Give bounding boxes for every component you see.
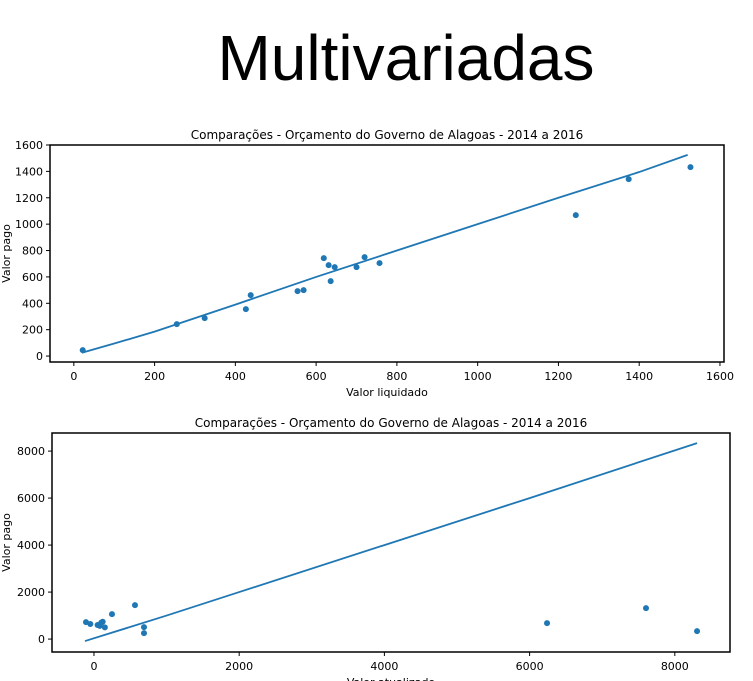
fit-line bbox=[81, 154, 688, 354]
x-tick-label: 400 bbox=[225, 370, 246, 383]
y-tick-label: 600 bbox=[22, 271, 43, 284]
x-tick-label: 1000 bbox=[464, 370, 492, 383]
x-tick-label: 0 bbox=[90, 660, 97, 673]
y-tick-label: 8000 bbox=[17, 445, 45, 458]
point bbox=[173, 321, 180, 328]
chart-title: Comparações - Orçamento do Governo de Al… bbox=[195, 416, 587, 430]
y-tick-label: 1600 bbox=[15, 139, 43, 152]
x-tick-label: 6000 bbox=[516, 660, 544, 673]
y-tick-label: 200 bbox=[22, 324, 43, 337]
plot-frame bbox=[49, 144, 725, 363]
point bbox=[108, 611, 115, 618]
point bbox=[331, 264, 338, 271]
point bbox=[325, 262, 332, 269]
y-tick-label: 1400 bbox=[15, 165, 43, 178]
plot-frame bbox=[51, 432, 731, 653]
y-tick-label: 6000 bbox=[17, 492, 45, 505]
y-axis-label: Valor pago bbox=[0, 513, 13, 572]
point bbox=[544, 620, 551, 627]
point bbox=[361, 254, 368, 261]
point bbox=[572, 212, 579, 219]
y-tick-label: 400 bbox=[22, 297, 43, 310]
x-tick-label: 600 bbox=[306, 370, 327, 383]
point bbox=[642, 605, 649, 612]
point bbox=[247, 292, 254, 299]
x-tick-label: 1600 bbox=[706, 370, 734, 383]
x-tick-label: 2000 bbox=[225, 660, 253, 673]
point bbox=[353, 264, 360, 271]
page-title: Multivariadas bbox=[217, 22, 594, 94]
y-axis-label: Valor pago bbox=[0, 224, 13, 283]
y-tick-label: 800 bbox=[22, 245, 43, 258]
point bbox=[625, 176, 632, 183]
x-tick-label: 8000 bbox=[661, 660, 689, 673]
y-tick-label: 4000 bbox=[17, 539, 45, 552]
x-tick-label: 200 bbox=[144, 370, 165, 383]
x-tick-label: 1400 bbox=[625, 370, 653, 383]
fit-line bbox=[84, 442, 698, 642]
x-tick-label: 800 bbox=[386, 370, 407, 383]
point bbox=[300, 287, 307, 294]
x-axis-label: Valor liquidado bbox=[346, 386, 428, 399]
point bbox=[376, 260, 383, 267]
point bbox=[327, 278, 334, 285]
point bbox=[99, 618, 106, 625]
point bbox=[201, 315, 208, 322]
point bbox=[294, 288, 301, 295]
point bbox=[87, 621, 94, 628]
x-axis-label: Valor atualizado bbox=[347, 676, 436, 681]
y-tick-label: 1000 bbox=[15, 218, 43, 231]
point bbox=[694, 628, 701, 635]
x-tick-label: 1200 bbox=[544, 370, 572, 383]
point bbox=[140, 624, 147, 631]
point bbox=[140, 630, 147, 637]
y-tick-label: 2000 bbox=[17, 586, 45, 599]
x-tick-label: 4000 bbox=[370, 660, 398, 673]
y-tick-label: 1200 bbox=[15, 192, 43, 205]
point bbox=[101, 624, 108, 631]
point bbox=[131, 602, 138, 609]
point bbox=[242, 306, 249, 313]
point bbox=[320, 255, 327, 262]
y-tick-label: 0 bbox=[38, 633, 45, 646]
x-tick-label: 0 bbox=[70, 370, 77, 383]
point bbox=[79, 347, 86, 354]
y-tick-label: 0 bbox=[36, 350, 43, 363]
chart-title: Comparações - Orçamento do Governo de Al… bbox=[191, 128, 583, 142]
point bbox=[687, 164, 694, 171]
